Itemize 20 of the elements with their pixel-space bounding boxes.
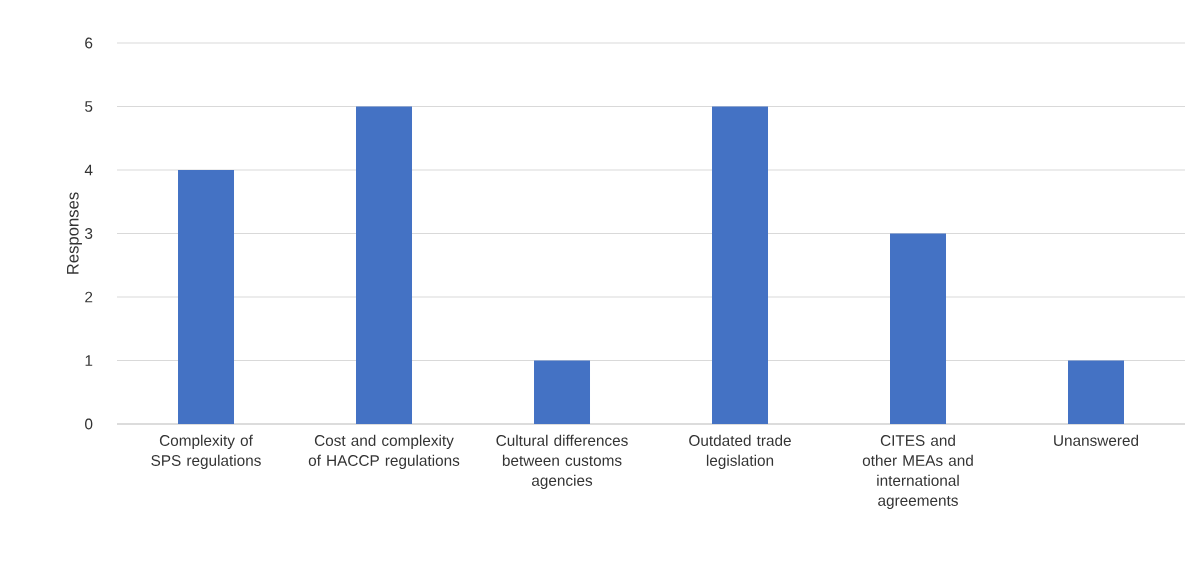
y-tick-label: 0 bbox=[85, 418, 93, 430]
x-tick-label: Cost and complexity of HACCP regulations bbox=[308, 434, 460, 469]
y-tick-label: 4 bbox=[84, 164, 93, 176]
bar bbox=[534, 360, 591, 424]
y-tick-label: 1 bbox=[85, 355, 93, 366]
bar bbox=[1068, 360, 1124, 424]
bar bbox=[890, 233, 947, 424]
y-axis-title: Responses bbox=[67, 192, 82, 274]
x-tick-label: Unanswered bbox=[1054, 434, 1139, 446]
bar bbox=[356, 106, 413, 424]
x-tick-label: CITES and other MEAs and international agreements bbox=[862, 434, 973, 509]
y-tick-label: 2 bbox=[85, 291, 93, 303]
y-tick-label: 3 bbox=[85, 228, 93, 239]
x-tick-label: Cultural differences between customs agencies bbox=[496, 434, 628, 489]
x-tick-label: Complexity of SPS regulations bbox=[151, 434, 261, 469]
y-tick-label: 5 bbox=[85, 101, 93, 112]
bar bbox=[712, 106, 768, 424]
x-tick-label: Outdated trade legislation bbox=[689, 434, 791, 469]
y-tick-label: 6 bbox=[85, 37, 93, 49]
bar bbox=[178, 170, 235, 424]
